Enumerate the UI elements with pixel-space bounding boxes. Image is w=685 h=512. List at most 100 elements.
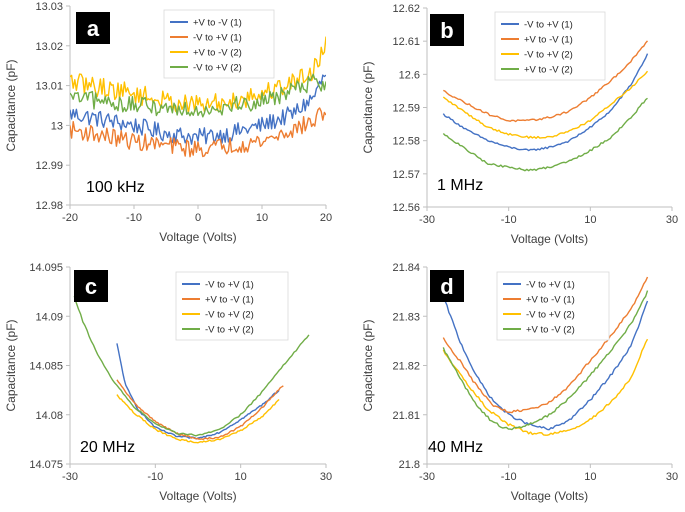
y-axis-label: Capacitance (pF) [361, 319, 375, 411]
panel-badge [430, 270, 464, 302]
panel-a: 12.98 12.99 13 13.01 13.02 13.03 -20 -10 0 10 20 Vo… [4, 1, 332, 244]
x-tick-label: 10 [256, 212, 268, 224]
legend: -V to +V (1) +V to -V (1) -V to +V (2) -V t… [175, 271, 289, 341]
y-tick-label: 14.09 [35, 311, 63, 323]
series-line-4 [442, 290, 649, 431]
panel-letter: c [85, 274, 97, 299]
y-tick-label: 14.075 [29, 459, 63, 471]
y-tick-label: 21.81 [392, 410, 420, 422]
legend: +V to -V (1) -V to +V (1) +V to -V (2) -V t… [163, 9, 275, 79]
series-line-2 [116, 379, 284, 441]
y-tick-label: 13.03 [35, 1, 63, 13]
series-line-1 [70, 74, 326, 145]
legend-entry: +V to -V (1) [193, 18, 242, 29]
series-line-2 [443, 40, 649, 123]
legend-entry: -V to +V (2) [205, 310, 254, 321]
legend-entry: -V to +V (2) [193, 63, 242, 74]
x-tick-label: 30 [320, 471, 332, 483]
legend-entry: -V to +V (1) [193, 33, 242, 44]
series-group [73, 295, 310, 444]
legend-entry: -V to +V (1) [524, 20, 573, 31]
y-axis-label: Capacitance (pF) [4, 59, 18, 151]
legend-entry: +V to -V (1) [526, 295, 575, 306]
x-tick-label: -30 [419, 214, 435, 226]
legend-entry: -V to +V (2) [524, 50, 573, 61]
legend-entry: +V to -V (2) [524, 65, 573, 76]
legend: -V to +V (1) +V to -V (1) -V to +V (2) +V t… [496, 271, 610, 341]
legend-entry: +V to -V (1) [524, 35, 573, 46]
x-tick-label: 10 [584, 214, 596, 226]
y-tick-label: 21.84 [392, 262, 420, 274]
y-tick-label: 12.58 [392, 136, 420, 148]
x-tick-label: 30 [666, 214, 678, 226]
series-group [70, 36, 326, 158]
x-tick-label: -30 [62, 471, 78, 483]
y-tick-label: 21.83 [392, 311, 420, 323]
x-tick-label: -10 [126, 212, 142, 224]
panel-badge [430, 14, 464, 46]
x-tick-label: -30 [419, 471, 435, 483]
frequency-label: 100 kHz [86, 179, 145, 196]
y-tick-label: 12.99 [35, 160, 63, 172]
panel-letter: a [87, 16, 100, 41]
frequency-label: 20 MHz [80, 439, 135, 456]
y-tick-label: 12.56 [392, 202, 420, 214]
panel-letter: d [440, 274, 453, 299]
y-tick-label: 12.6 [399, 69, 420, 81]
y-tick-label: 13.02 [35, 41, 63, 53]
y-tick-label: 12.62 [392, 3, 420, 15]
x-tick-label: -10 [501, 471, 517, 483]
legend-entry: -V to +V (2) [205, 325, 254, 336]
series-line-1 [442, 53, 649, 152]
series-line-2 [70, 107, 326, 158]
series-line-1 [442, 295, 649, 431]
y-tick-label: 12.61 [392, 36, 420, 48]
y-tick-label: 12.59 [392, 103, 420, 115]
panel-b: 12.56 12.57 12.58 12.59 12.6 12.61 12.62 -30 -10… [361, 3, 678, 246]
series-group [442, 40, 649, 172]
y-tick-label: 14.08 [35, 410, 63, 422]
y-tick-label: 13.01 [35, 81, 63, 93]
legend-entry: +V to -V (2) [526, 325, 575, 336]
y-tick-label: 12.57 [392, 169, 420, 181]
y-axis-label: Capacitance (pF) [4, 319, 18, 411]
x-tick-label: 20 [320, 212, 332, 224]
frequency-label: 1 MHz [437, 177, 483, 194]
y-tick-label: 14.095 [29, 262, 63, 274]
panel-c: 14.075 14.08 14.085 14.09 14.095 -30 -10 10 30 Vo… [4, 262, 332, 503]
series-line-4 [442, 97, 648, 172]
x-axis-label: Voltage (Volts) [511, 489, 588, 503]
y-tick-label: 21.8 [399, 459, 420, 471]
series-group [442, 276, 649, 436]
x-tick-label: -10 [147, 471, 163, 483]
series-line-2 [442, 276, 649, 414]
series-line-3 [442, 70, 649, 139]
y-tick-label: 14.085 [29, 361, 63, 373]
legend: -V to +V (1) +V to -V (1) -V to +V (2) +V t… [494, 11, 606, 81]
series-line-4 [73, 295, 310, 437]
x-tick-label: -20 [62, 212, 78, 224]
x-tick-label: 10 [584, 471, 596, 483]
panel-badge [76, 12, 110, 44]
x-axis-label: Voltage (Volts) [159, 489, 236, 503]
legend-entry: +V to -V (1) [205, 295, 254, 306]
panel-badge [74, 270, 108, 302]
x-axis-label: Voltage (Volts) [511, 232, 588, 246]
x-tick-label: 10 [235, 471, 247, 483]
legend-entry: -V to +V (1) [205, 280, 254, 291]
y-tick-label: 21.82 [392, 361, 420, 373]
y-axis-label: Capacitance (pF) [361, 61, 375, 153]
y-tick-label: 12.98 [35, 200, 63, 212]
y-tick-label: 13 [51, 120, 63, 132]
series-line-3 [442, 338, 649, 436]
frequency-label: 40 MHz [428, 439, 483, 456]
legend-entry: -V to +V (1) [526, 280, 575, 291]
series-line-3 [116, 394, 280, 444]
x-tick-label: -10 [501, 214, 517, 226]
legend-entry: -V to +V (2) [526, 310, 575, 321]
legend-entry: +V to -V (2) [193, 48, 242, 59]
series-line-4 [70, 73, 326, 118]
x-tick-label: 0 [195, 212, 201, 224]
